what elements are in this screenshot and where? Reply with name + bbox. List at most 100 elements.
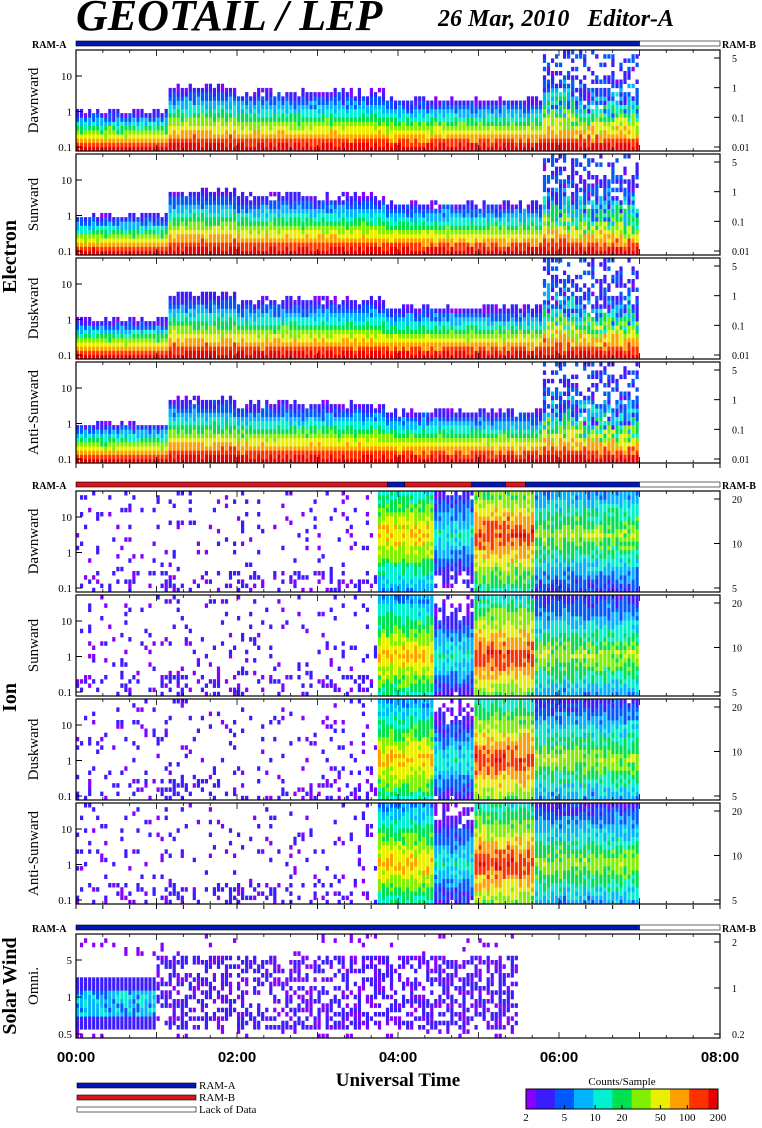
heatmap-cell <box>216 87 221 93</box>
heatmap-cell <box>104 229 108 235</box>
heatmap-cell <box>116 333 120 339</box>
heatmap-cell <box>623 179 627 184</box>
heatmap-cell <box>627 242 631 247</box>
heatmap-cell <box>140 338 144 343</box>
heatmap-cell <box>305 117 309 122</box>
panel-label: Sunward <box>26 177 42 231</box>
heatmap-cell <box>265 246 269 252</box>
heatmap-cell <box>237 146 241 152</box>
heatmap-cell <box>555 104 559 110</box>
heatmap-cell <box>595 108 599 114</box>
heatmap-cell <box>124 246 128 252</box>
heatmap-cell <box>204 342 208 347</box>
heatmap-cell <box>470 246 474 252</box>
heatmap-cell <box>394 125 398 131</box>
heatmap-cell <box>293 208 297 214</box>
heatmap-cell <box>418 212 422 218</box>
heatmap-cell <box>321 225 325 230</box>
heatmap-cell <box>184 138 188 143</box>
heatmap-cell <box>542 250 547 256</box>
heatmap-cell <box>309 234 313 239</box>
heatmap-cell <box>385 204 390 209</box>
heatmap-cell <box>196 300 200 305</box>
y2-tick-label: 1 <box>732 188 737 199</box>
heatmap-cell <box>269 200 273 205</box>
heatmap-cell <box>514 117 518 122</box>
heatmap-cell <box>595 54 599 59</box>
heatmap-cell <box>486 234 490 239</box>
heatmap-cell <box>281 134 285 139</box>
heatmap-cell <box>462 121 466 126</box>
heatmap-cell <box>112 217 116 222</box>
heatmap-cell <box>269 225 273 230</box>
heatmap-cell <box>337 333 341 339</box>
heatmap-cell <box>220 204 225 209</box>
heatmap-cell <box>273 96 277 101</box>
heatmap-cell <box>329 212 333 218</box>
heatmap-cell <box>293 234 297 239</box>
heatmap-cell <box>583 138 587 143</box>
heatmap-cell <box>377 96 382 101</box>
heatmap-cell <box>353 346 357 351</box>
heatmap-cell <box>551 204 555 209</box>
heatmap-cell <box>567 96 571 101</box>
heatmap-cell <box>402 100 406 105</box>
heatmap-cell <box>631 113 635 118</box>
heatmap-cell <box>349 234 353 239</box>
heatmap-cell <box>88 329 92 334</box>
heatmap-cell <box>555 71 559 76</box>
heatmap-cell <box>204 354 208 360</box>
heatmap-cell <box>237 250 241 256</box>
heatmap-cell <box>285 234 289 239</box>
heatmap-cell <box>253 321 257 326</box>
heatmap-cell <box>402 146 406 152</box>
heatmap-cell <box>434 130 438 135</box>
heatmap-cell <box>426 108 430 114</box>
heatmap-cell <box>510 225 514 230</box>
heatmap-cell <box>317 204 321 209</box>
heatmap-cell <box>273 242 277 247</box>
heatmap-cell <box>313 338 317 343</box>
heatmap-cell <box>627 200 631 205</box>
heatmap-cell <box>482 250 486 256</box>
heatmap-cell <box>317 250 321 256</box>
heatmap-cell <box>241 108 245 114</box>
heatmap-cell <box>341 338 345 343</box>
heatmap-cell <box>305 134 309 139</box>
heatmap-cell <box>482 238 486 243</box>
heatmap-cell <box>406 212 410 218</box>
heatmap-cell <box>563 187 567 193</box>
heatmap-cell <box>208 304 212 309</box>
heatmap-cell <box>289 238 293 243</box>
heatmap-cell <box>474 146 478 152</box>
heatmap-cell <box>563 154 567 159</box>
heatmap-cell <box>257 246 261 252</box>
heatmap-cell <box>575 170 579 176</box>
heatmap-cell <box>349 196 353 201</box>
heatmap-cell <box>394 146 398 152</box>
heatmap-cell <box>482 146 486 152</box>
heatmap-cell <box>96 108 100 114</box>
heatmap-cell <box>216 316 221 322</box>
heatmap-cell <box>184 346 188 351</box>
heatmap-cell <box>212 92 216 97</box>
heatmap-cell <box>84 125 88 131</box>
heatmap-cell <box>277 200 281 205</box>
heatmap-cell <box>559 204 563 209</box>
heatmap-cell <box>224 196 229 201</box>
heatmap-cell <box>490 234 494 239</box>
heatmap-cell <box>301 329 305 334</box>
heatmap-cell <box>607 212 611 218</box>
heatmap-cell <box>301 325 305 330</box>
heatmap-cell <box>595 229 599 235</box>
heatmap-cell <box>132 329 136 334</box>
heatmap-cell <box>192 346 196 351</box>
heatmap-cell <box>184 113 188 118</box>
heatmap-cell <box>160 354 164 360</box>
heatmap-cell <box>595 217 599 222</box>
heatmap-cell <box>285 191 289 197</box>
heatmap-cell <box>446 104 450 110</box>
heatmap-cell <box>522 246 526 252</box>
heatmap-cell <box>410 238 414 243</box>
heatmap-cell <box>200 350 204 356</box>
